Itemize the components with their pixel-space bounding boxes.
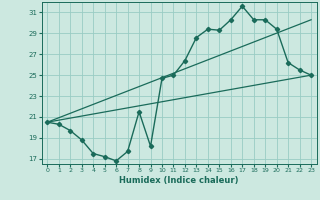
X-axis label: Humidex (Indice chaleur): Humidex (Indice chaleur)	[119, 176, 239, 185]
